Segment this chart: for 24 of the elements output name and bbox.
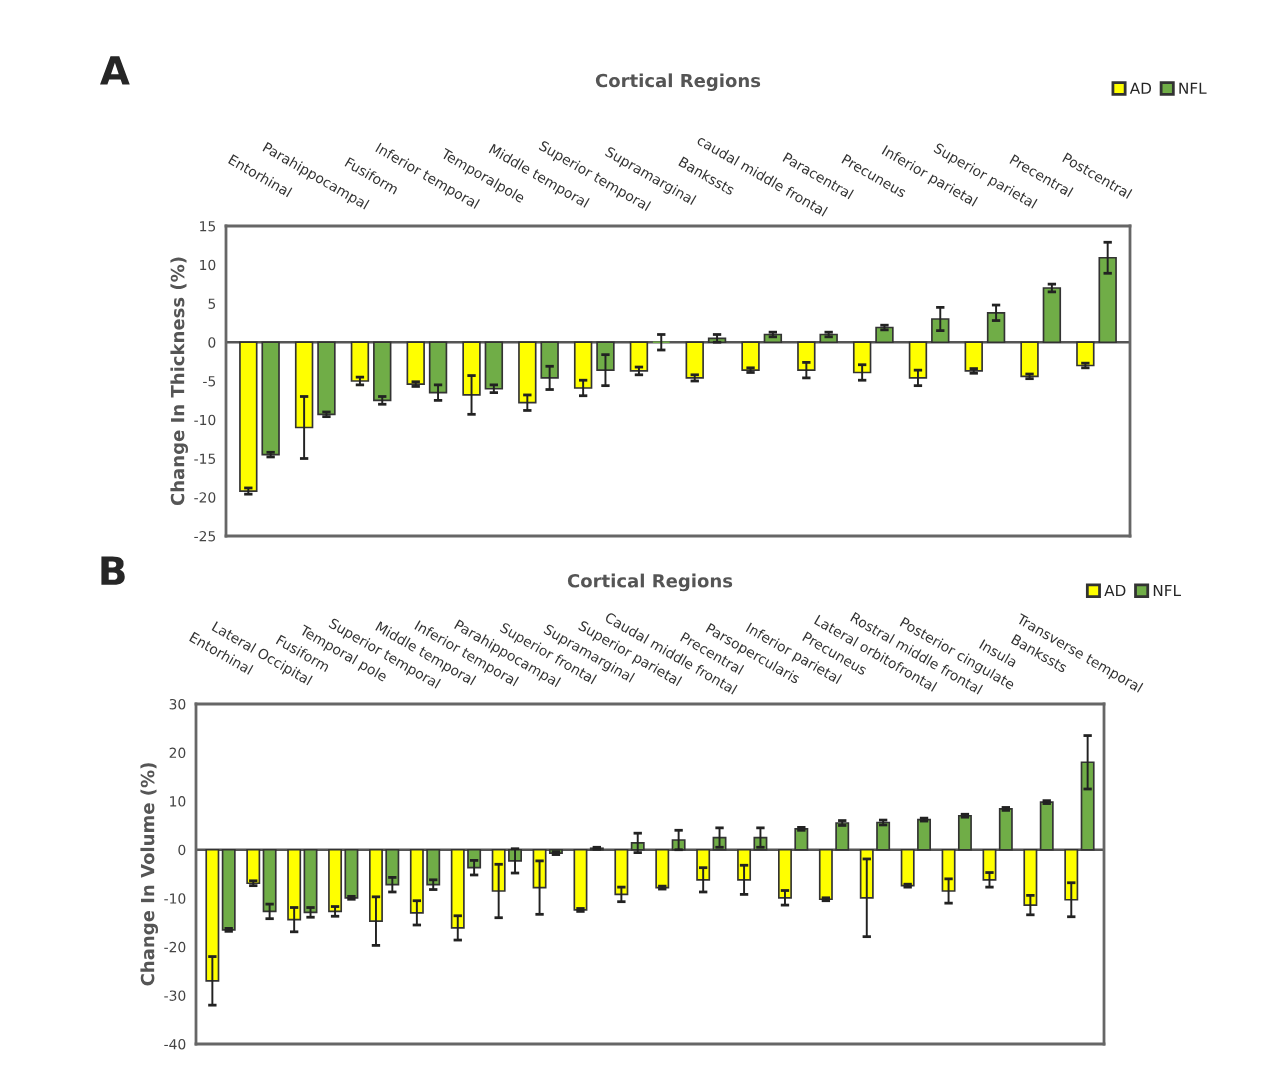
bar [629,341,649,372]
bar [373,341,392,402]
bar [484,341,504,390]
text: B [101,556,125,585]
bar [685,341,704,379]
bar [1042,287,1062,344]
bar [573,341,593,389]
bar [428,341,448,394]
bar [741,341,760,371]
bar [317,341,336,416]
y-axis-title: Change In Thickness (%) [170,257,189,506]
y-axis-title: Change In Volume (%) [140,763,159,986]
bar [964,341,983,372]
bar [462,341,481,396]
bar [908,341,928,379]
bar [406,341,425,385]
bar [1020,341,1039,378]
text: A [100,56,130,85]
bar [350,341,370,382]
bar [852,341,872,374]
bar [986,311,1006,344]
chart-title: Cortical Regions [595,73,761,92]
bar [294,341,314,429]
chart-title: Cortical Regions [567,573,733,592]
